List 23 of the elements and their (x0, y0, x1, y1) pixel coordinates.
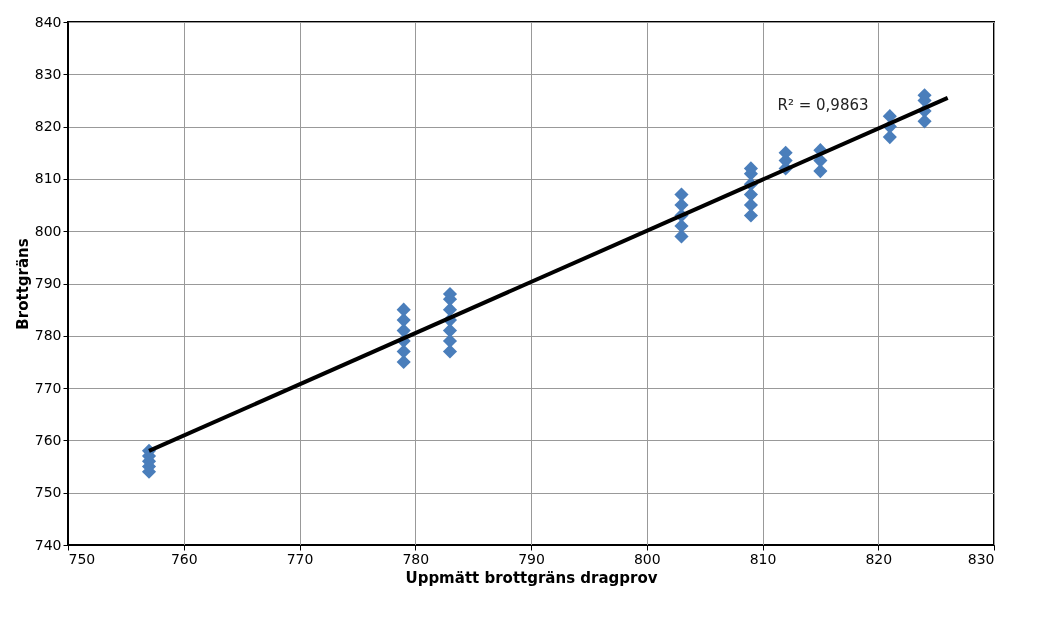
y-tick-label: 740 (34, 536, 62, 553)
x-tick-label: 770 (286, 550, 314, 567)
y-axis-title: Brottgräns (13, 238, 32, 330)
x-tick-label: 780 (402, 550, 430, 567)
annotation: R² = 0,9863 (777, 96, 869, 114)
x-tick-label: 820 (865, 550, 893, 567)
y-tick-label: 750 (34, 484, 62, 501)
x-tick-label: 760 (170, 550, 198, 567)
y-tick-label: 780 (34, 327, 62, 344)
y-tick-label: 800 (34, 222, 62, 239)
x-tick-label: 830 (967, 550, 995, 567)
x-tick-label: 790 (518, 550, 545, 567)
x-tick-label: 800 (633, 550, 661, 567)
y-tick-label: 760 (34, 431, 62, 448)
y-tick-label: 820 (34, 118, 62, 135)
y-tick-label: 770 (34, 379, 62, 396)
y-tick-label: 840 (34, 13, 62, 30)
y-tick-label: 810 (34, 170, 62, 187)
x-axis-title: Uppmätt brottgräns dragprov (405, 568, 658, 587)
x-tick-label: 810 (749, 550, 777, 567)
y-tick-label: 830 (34, 65, 62, 82)
y-tick-label: 790 (34, 275, 62, 291)
x-tick-label: 750 (68, 550, 96, 567)
